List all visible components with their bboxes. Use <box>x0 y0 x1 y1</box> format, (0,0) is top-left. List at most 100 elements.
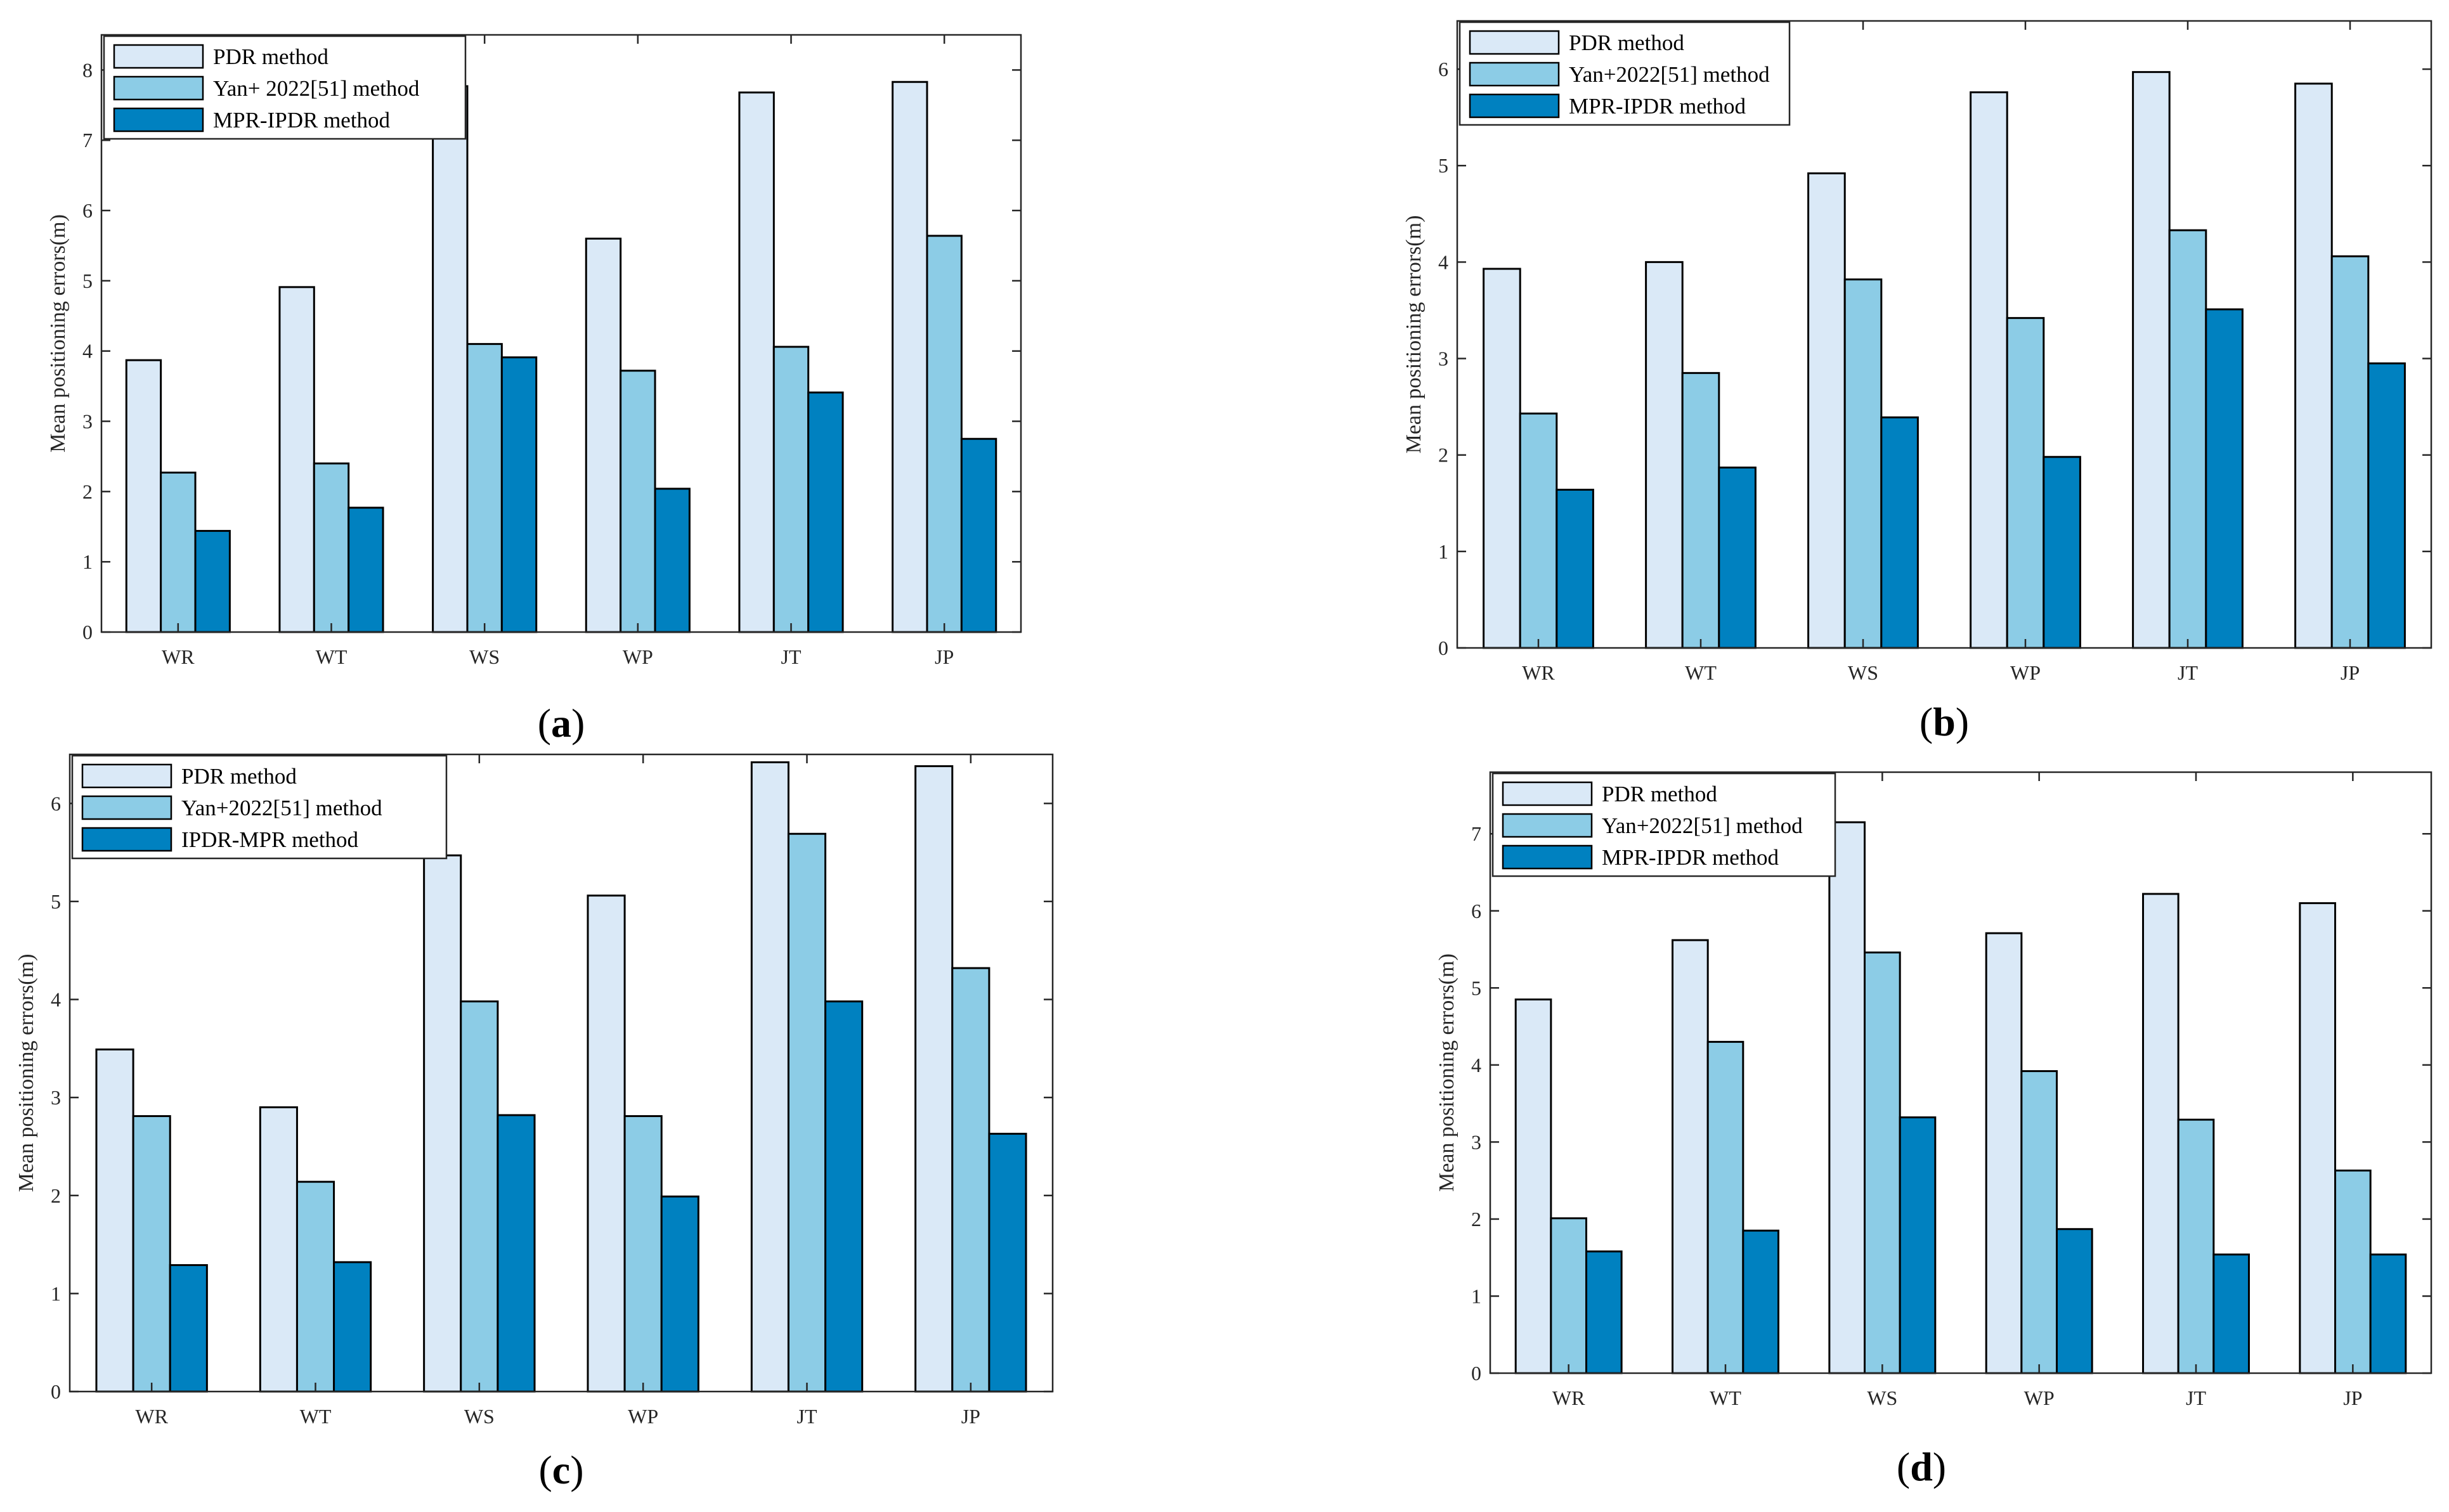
bar-c-jt-series1 <box>750 761 789 1393</box>
xtick-label-wt: WT <box>1685 661 1717 684</box>
panel-label-close: ) <box>1956 699 1969 744</box>
panel-label-d: (d) <box>1897 1444 1946 1489</box>
bar-a-ws-series3 <box>500 356 538 633</box>
bar-d-wt-series3 <box>1742 1229 1779 1374</box>
xtick-label-jt: JT <box>781 645 802 668</box>
bar-b-jp-series3 <box>2367 362 2406 649</box>
bar-b-wt-series3 <box>1718 466 1757 649</box>
ytick-label: 3 <box>82 410 93 433</box>
xtick-label-jt: JT <box>797 1405 817 1428</box>
bar-a-wp-series1 <box>585 237 622 633</box>
bar-a-wp-series2 <box>620 370 656 633</box>
panel-label-close: ) <box>1933 1444 1946 1489</box>
bar-d-jt-series2 <box>2177 1118 2215 1374</box>
legend-entry-series3: IPDR-MPR method <box>181 827 359 852</box>
y-axis-label: Mean positioning errors(m) <box>46 214 70 453</box>
bar-b-wr-series3 <box>1556 488 1594 649</box>
bar-a-wr-series2 <box>160 471 197 633</box>
bar-d-wt-series2 <box>1706 1040 1744 1374</box>
xtick-label-wp: WP <box>2010 661 2041 684</box>
chart-panel-b: 0 1 2 3 4 5 6 WR WT WS WP JT JP Mean positioning erro… <box>1402 20 2433 744</box>
panel-label-letter: d <box>1910 1444 1933 1489</box>
panel-label-open: ( <box>538 1447 552 1492</box>
bar-b-wp-series3 <box>2043 456 2081 649</box>
xtick-label-jp: JP <box>961 1405 980 1428</box>
chart-panel-c: 0 1 2 3 4 5 6 WR WT WS WP JT JP Mean positioning erro… <box>15 753 1054 1492</box>
ytick-label: 5 <box>1471 976 1481 999</box>
ytick-label: 0 <box>51 1380 61 1403</box>
xtick-label-ws: WS <box>469 645 500 668</box>
legend-swatch-series1 <box>81 763 172 789</box>
ytick-label: 0 <box>1438 636 1448 659</box>
bar-c-jp-series2 <box>951 967 991 1393</box>
xtick-label-wp: WP <box>623 645 653 668</box>
bar-d-jp-series2 <box>2334 1169 2372 1374</box>
bar-c-jp-series1 <box>914 765 954 1393</box>
xtick-label-wr: WR <box>1552 1386 1585 1409</box>
bar-c-wp-series1 <box>587 895 626 1393</box>
y-axis-label: Mean positioning errors(m) <box>15 954 38 1192</box>
bar-b-wr-series2 <box>1519 412 1558 649</box>
bar-d-wr-series3 <box>1585 1250 1623 1374</box>
bar-a-jp-series1 <box>892 81 928 633</box>
legend-swatch-series3 <box>113 107 204 132</box>
ytick-label: 5 <box>51 890 61 913</box>
panel-label-b: (b) <box>1920 699 1969 744</box>
bar-c-jt-series2 <box>787 832 827 1393</box>
bar-c-wt-series2 <box>296 1180 335 1393</box>
bar-a-wt-series3 <box>348 507 384 633</box>
bar-c-wp-series2 <box>623 1115 663 1393</box>
legend-swatch-series2 <box>81 795 172 820</box>
bar-d-ws-series3 <box>1899 1116 1937 1374</box>
legend-swatch-series2 <box>1502 813 1593 838</box>
bar-a-wp-series3 <box>654 488 691 633</box>
panel-label-letter: c <box>552 1447 570 1492</box>
bar-a-wr-series3 <box>194 529 231 633</box>
panel-label-close: ) <box>571 701 585 746</box>
ytick-label: 5 <box>1438 154 1448 177</box>
ytick-label: 4 <box>82 340 93 363</box>
xtick-label-wt: WT <box>300 1405 332 1428</box>
xtick-label-jp: JP <box>2341 661 2360 684</box>
bar-c-wt-series1 <box>259 1106 298 1393</box>
ytick-label: 0 <box>82 621 93 643</box>
bar-d-jt-series3 <box>2212 1253 2250 1374</box>
ytick-label: 2 <box>82 480 93 503</box>
legend-entry-series2: Yan+2022[51] method <box>181 796 382 820</box>
plot-frame-c <box>68 753 1054 1393</box>
bar-b-ws-series1 <box>1807 172 1846 649</box>
bar-a-wr-series1 <box>125 359 162 633</box>
ytick-label: 1 <box>82 550 93 573</box>
bar-c-jp-series3 <box>988 1132 1027 1393</box>
legend-entry-series1: PDR method <box>1569 30 1684 55</box>
legend-swatch-series3 <box>1469 93 1560 119</box>
bar-d-jp-series1 <box>2299 902 2337 1374</box>
panel-label-open: ( <box>1897 1444 1910 1489</box>
ytick-label: 6 <box>1471 900 1481 922</box>
bar-b-jt-series2 <box>2168 229 2207 649</box>
bar-c-wr-series1 <box>95 1048 134 1393</box>
bar-a-jp-series2 <box>926 235 963 633</box>
legend-a: PDR method Yan+ 2022[51] method MPR-IPDR m… <box>103 35 467 140</box>
ytick-label: 2 <box>1471 1208 1481 1231</box>
bar-a-ws-series1 <box>432 85 469 633</box>
legend-d: PDR method Yan+2022[51] method MPR-IPDR me… <box>1491 772 1836 877</box>
xtick-label-wr: WR <box>1522 661 1555 684</box>
bar-b-jp-series1 <box>2294 82 2333 649</box>
bar-a-jt-series1 <box>738 91 775 633</box>
legend-entry-series2: Yan+ 2022[51] method <box>213 76 420 101</box>
bar-b-wp-series2 <box>2006 317 2045 649</box>
legend-entry-series2: Yan+2022[51] method <box>1602 813 1803 838</box>
ytick-label: 2 <box>1438 444 1448 467</box>
legend-b: PDR method Yan+2022[51] method MPR-IPDR me… <box>1458 21 1791 126</box>
bar-a-jp-series3 <box>960 437 997 633</box>
legend-c: PDR method Yan+2022[51] method IPDR-MPR me… <box>71 754 448 860</box>
xtick-label-ws: WS <box>464 1405 495 1428</box>
panel-label-c: (c) <box>538 1447 583 1492</box>
bar-a-jt-series3 <box>807 391 844 633</box>
legend-swatch-series1 <box>113 44 204 69</box>
bar-b-wp-series1 <box>1970 91 2008 649</box>
legend-entry-series3: MPR-IPDR method <box>213 108 391 132</box>
xtick-label-wr: WR <box>135 1405 168 1428</box>
